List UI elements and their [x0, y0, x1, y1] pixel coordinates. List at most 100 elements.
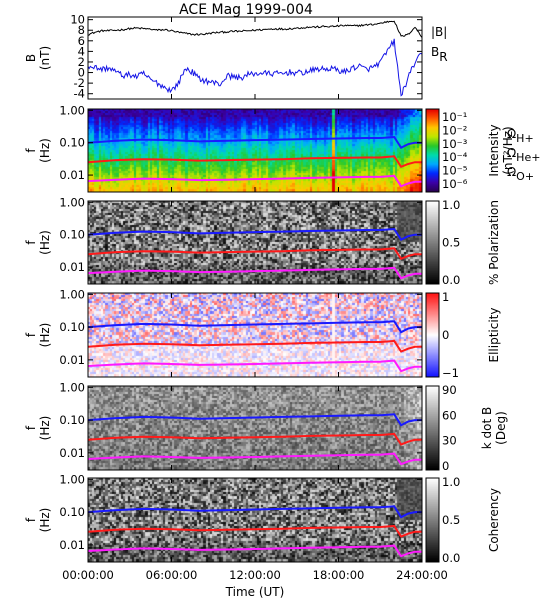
- colorbar-frame: [425, 292, 440, 378]
- legend-b-total: |B|: [431, 25, 447, 39]
- panel-5: 1.00 0.10 0.01 90 60 30 0 k dot B (Deg) f (Hz): [24, 380, 508, 473]
- colorbar-tick-label: 60: [442, 408, 457, 422]
- colorbar: [426, 109, 439, 192]
- y-tick-label: 1.00: [59, 195, 85, 209]
- gyro-line-3: [87, 544, 422, 558]
- gyro-line-1: [87, 413, 422, 427]
- x-tick-label: 18:00:00: [313, 568, 365, 582]
- y-tick-label: 0.01: [59, 168, 85, 182]
- colorbar-frame: [425, 200, 440, 285]
- y-tick-label: -2: [74, 76, 85, 90]
- colorbar-tick-label: 0.0: [442, 551, 460, 565]
- gyro-line-3: [87, 174, 422, 188]
- gyro-line-2: [87, 155, 422, 169]
- y-tick-label: -4: [74, 87, 85, 101]
- colorbar-label: (nT²/Hz): [501, 126, 515, 174]
- colorbar-frame: [425, 477, 440, 563]
- colorbar: [426, 386, 439, 470]
- y-axis-label: (Hz): [38, 416, 52, 441]
- y-tick-label: 1.00: [59, 287, 85, 301]
- colorbar-label: % Polarization: [487, 200, 501, 285]
- x-axis-label: Time (UT): [225, 585, 285, 599]
- colorbar-label: k dot B: [480, 407, 494, 449]
- panel-frame: [87, 16, 423, 100]
- y-tick-label: 1.00: [59, 103, 85, 117]
- gyro-line-2: [87, 339, 422, 353]
- y-tick-label: 0.10: [59, 136, 85, 150]
- x-tick-label: 06:00:00: [146, 568, 198, 582]
- y-tick-label: 0.01: [59, 260, 85, 274]
- colorbar-tick-label: 0.5: [442, 513, 460, 527]
- colorbar: [426, 201, 439, 284]
- legend-gyro-2: ΩHe+: [507, 146, 540, 164]
- y-axis-label: f: [24, 517, 38, 522]
- gyro-line-3: [87, 266, 422, 280]
- series-line-b-r: [87, 38, 423, 97]
- y-tick-label: 10: [70, 13, 85, 27]
- y-axis-label: f: [24, 425, 38, 430]
- y-tick-label: 0.01: [59, 538, 85, 552]
- gyro-line-2: [87, 524, 422, 538]
- legend-b-r: BR: [431, 45, 448, 64]
- panel-2: 1.00 0.10 0.01 10⁻¹10⁻²10⁻³10⁻⁴10⁻⁵10⁻⁶ Inte…: [24, 103, 515, 193]
- legend-gyro-1: ΩH+: [507, 127, 534, 145]
- gyro-line-1: [87, 320, 422, 334]
- y-tick-label: 0.10: [59, 228, 85, 242]
- y-axis-label: (Hz): [38, 508, 52, 533]
- y-axis-label: B: [24, 54, 38, 62]
- y-tick-label: 0: [78, 66, 85, 80]
- y-axis-label: (Hz): [38, 230, 52, 255]
- colorbar-tick-label: 0.0: [442, 273, 460, 287]
- colorbar: [426, 293, 439, 377]
- y-tick-label: 1.00: [59, 472, 85, 486]
- y-axis-label: (Hz): [38, 323, 52, 348]
- colorbar-label: Ellipticity: [487, 308, 501, 363]
- y-axis-label: (nT): [38, 46, 52, 70]
- gyro-line-1: [87, 505, 422, 519]
- colorbar-frame: [425, 385, 440, 471]
- colorbar-tick-label: 10⁻²: [442, 123, 467, 137]
- x-tick-label: 12:00:00: [229, 568, 281, 582]
- y-tick-label: 4: [78, 44, 85, 58]
- legend-gyro-3: ΩO+: [507, 165, 534, 183]
- y-axis-label: f: [24, 332, 38, 337]
- panel-4: 1.00 0.10 0.01 1 0 −1 Ellipticity f (Hz): [24, 287, 501, 380]
- chart-title: ACE Mag 1999-004: [179, 2, 313, 18]
- colorbar-tick-label: 10⁻⁴: [442, 150, 468, 164]
- legends: |B| BR ΩH+ΩHe+ΩO+: [431, 25, 540, 183]
- colorbar-frame: [425, 108, 440, 193]
- colorbar-tick-label: 10⁻¹: [442, 110, 467, 124]
- colorbar-tick-label: 30: [442, 434, 457, 448]
- colorbar-label: Intensity: [487, 124, 501, 176]
- series-line-b-total: [87, 20, 423, 38]
- gyro-line-1: [87, 135, 422, 149]
- x-tick-label: 00:00:00: [62, 568, 114, 582]
- panel-3: 1.00 0.10 0.01 1.0 0.5 0.0 % Polarization f (Hz): [24, 195, 501, 287]
- gyro-line-3: [87, 452, 422, 466]
- colorbar-tick-label: 0: [442, 328, 449, 342]
- colorbar-label: (Deg): [494, 411, 508, 445]
- y-tick-label: 8: [78, 23, 85, 37]
- y-tick-label: 0.10: [59, 505, 85, 519]
- colorbar-tick-label: 0: [442, 459, 449, 473]
- colorbar-tick-label: 1.0: [442, 475, 460, 489]
- panel-6: 1.00 0.10 0.01 1.0 0.5 0.0 Coherency f (Hz): [24, 472, 501, 565]
- y-axis-label: (Hz): [38, 138, 52, 163]
- colorbar-tick-label: 10⁻⁶: [442, 177, 468, 191]
- colorbar-tick-label: 90: [442, 383, 457, 397]
- colorbar-tick-label: 1: [442, 290, 449, 304]
- y-tick-label: 0.01: [59, 446, 85, 460]
- x-axis: 00:00:00 06:00:00 12:00:00 18:00:00 24:00:00: [62, 568, 448, 582]
- y-tick-label: 2: [78, 55, 85, 69]
- y-tick-label: 0.01: [59, 353, 85, 367]
- gyro-line-2: [87, 432, 422, 446]
- colorbar-tick-label: 0.5: [442, 236, 460, 250]
- gyro-line-3: [87, 359, 422, 373]
- x-tick-label: 24:00:00: [396, 568, 448, 582]
- colorbar-tick-label: 1.0: [442, 198, 460, 212]
- y-tick-label: 0.10: [59, 413, 85, 427]
- colorbar-tick-label: 10⁻⁵: [442, 164, 468, 178]
